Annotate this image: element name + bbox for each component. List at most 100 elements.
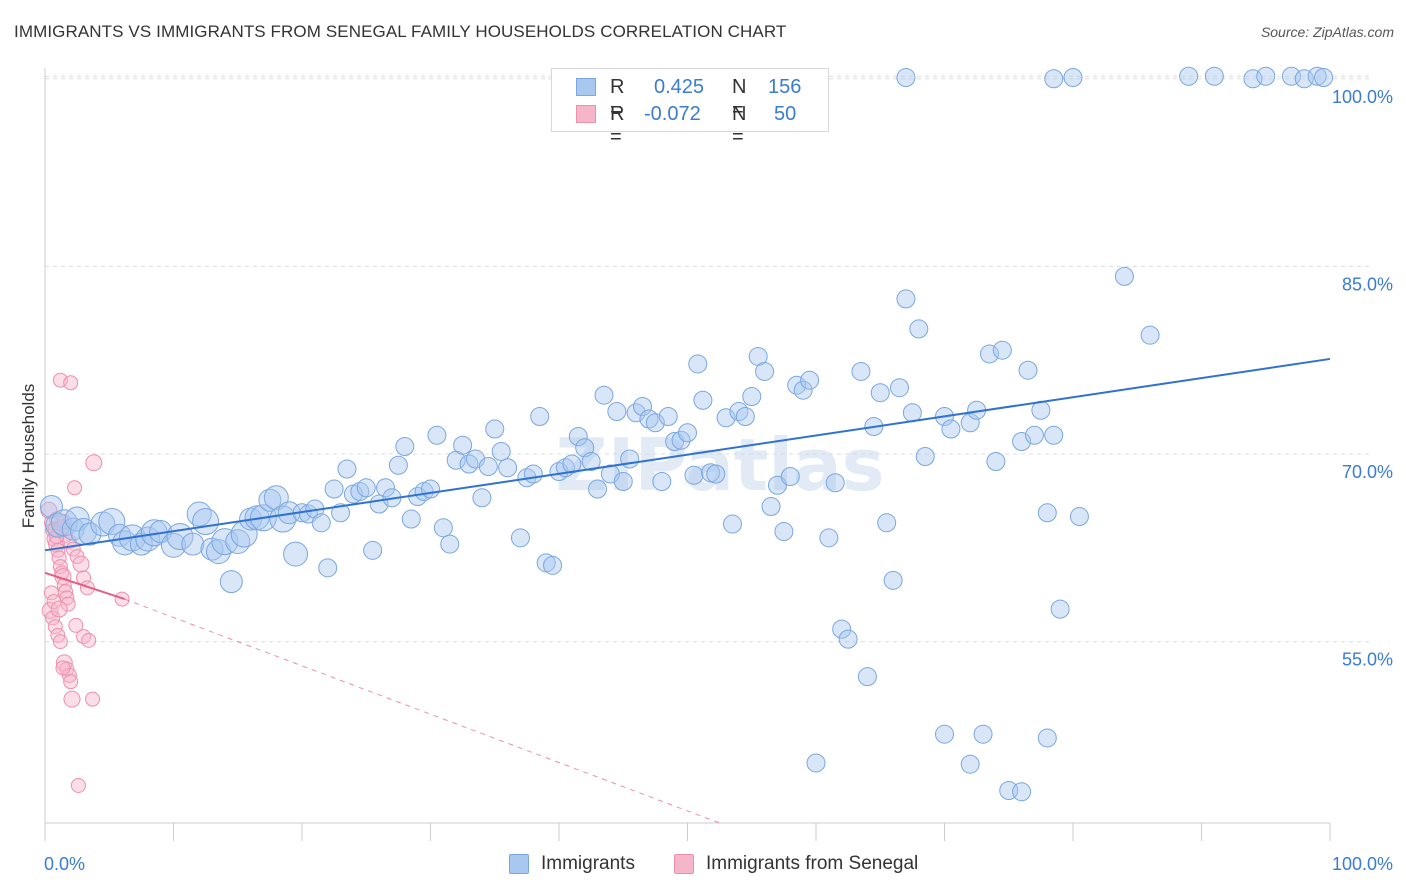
- immigrants-point: [902, 403, 922, 423]
- immigrants-point: [915, 447, 935, 467]
- immigrants-point: [472, 488, 492, 508]
- gridlines: [45, 75, 1370, 643]
- immigrants-point: [1314, 68, 1334, 88]
- senegal-point: [60, 596, 76, 612]
- r-label: R =: [610, 76, 625, 121]
- immigrants-point: [594, 385, 614, 405]
- immigrants-point: [510, 528, 530, 548]
- immigrants-point: [639, 409, 659, 429]
- y-axis-label: Family Households: [19, 384, 38, 529]
- immigrants-point: [401, 509, 421, 529]
- immigrants-point: [1179, 66, 1199, 86]
- r-value: 0.425: [654, 76, 705, 98]
- immigrants-point: [909, 319, 929, 339]
- immigrants-point: [491, 442, 511, 462]
- immigrants-point: [877, 513, 897, 533]
- immigrants-point: [979, 344, 999, 364]
- immigrants-point: [1044, 425, 1064, 445]
- senegal-point: [63, 690, 81, 708]
- senegal-point: [50, 600, 68, 618]
- senegal-point: [47, 619, 63, 635]
- immigrants-point: [324, 479, 344, 499]
- senegal-point: [85, 454, 103, 472]
- immigrants-point: [890, 378, 910, 398]
- chart-source: Source: ZipAtlas.com: [1260, 24, 1394, 40]
- immigrants-point: [1018, 360, 1038, 380]
- immigrants-point: [960, 754, 980, 774]
- immigrants-point: [530, 406, 550, 426]
- immigrants-point: [706, 464, 726, 484]
- immigrants-point: [819, 528, 839, 548]
- immigrants-point: [395, 437, 415, 457]
- n-label: N =: [732, 76, 747, 121]
- immigrants-point: [1044, 69, 1064, 89]
- chart-title: IMMIGRANTS VS IMMIGRANTS FROM SENEGAL FA…: [14, 22, 787, 41]
- immigrants-point: [693, 390, 713, 410]
- immigrants-point: [613, 472, 633, 492]
- immigrants-point: [838, 629, 858, 649]
- immigrants-point: [941, 419, 961, 439]
- immigrants-point: [388, 455, 408, 475]
- immigrants-point: [652, 472, 672, 492]
- immigrants-point: [1069, 507, 1089, 527]
- stats-legend: R = 0.425 N = 156 R = -0.072 N = 50: [551, 68, 829, 148]
- immigrants-point: [283, 541, 309, 567]
- immigrants-point: [581, 452, 601, 472]
- immigrants-point: [1204, 66, 1224, 86]
- immigrants-point: [219, 570, 243, 594]
- immigrants-point: [787, 375, 807, 395]
- immigrants-point: [800, 370, 820, 390]
- immigrants-point: [722, 514, 742, 534]
- immigrants-point: [543, 555, 563, 575]
- x-tick-label-start: 0.0%: [44, 854, 85, 874]
- immigrants-point: [98, 508, 126, 536]
- immigrants-point: [1037, 503, 1057, 523]
- r-value: -0.072: [644, 103, 701, 125]
- immigrants-point: [1063, 68, 1083, 88]
- immigrants-point: [331, 503, 351, 523]
- immigrants-point: [568, 426, 588, 446]
- immigrants-point: [851, 361, 871, 381]
- immigrants-point: [440, 534, 460, 554]
- immigrants-point: [498, 458, 518, 478]
- immigrants-point: [671, 430, 691, 450]
- immigrants-point: [658, 406, 678, 426]
- immigrants-point: [774, 522, 794, 542]
- senegal-legend-label: Immigrants from Senegal: [706, 853, 919, 874]
- immigrants-point: [678, 423, 697, 443]
- y-tick-label: 85.0%: [1342, 274, 1393, 294]
- immigrants-point: [825, 473, 845, 493]
- r-label: R =: [610, 103, 625, 148]
- immigrants-point: [78, 522, 102, 546]
- senegal-point: [81, 632, 97, 648]
- senegal-point: [45, 610, 61, 626]
- x-tick-label-end: 100.0%: [1332, 854, 1393, 874]
- immigrants-point: [620, 449, 640, 469]
- immigrants-point: [192, 508, 220, 536]
- immigrants-point: [896, 68, 916, 88]
- immigrants-point: [688, 354, 708, 374]
- immigrants-swatch: [576, 78, 596, 96]
- immigrants-point: [633, 396, 653, 416]
- immigrants-point: [311, 513, 331, 533]
- immigrants-point: [1012, 782, 1032, 802]
- immigrants-point: [1050, 599, 1070, 619]
- immigrants-point: [356, 478, 376, 498]
- senegal-points: [40, 372, 130, 793]
- senegal-legend-swatch: [674, 854, 694, 874]
- senegal-point: [70, 777, 86, 793]
- immigrants-point: [735, 406, 755, 426]
- senegal-point: [67, 480, 83, 496]
- immigrants-legend-swatch: [509, 854, 529, 874]
- immigrants-point: [1114, 266, 1134, 286]
- immigrants-point: [350, 482, 370, 502]
- y-tick-label: 100.0%: [1332, 87, 1393, 107]
- immigrants-point: [433, 518, 453, 538]
- immigrants-point: [761, 497, 781, 517]
- senegal-point: [68, 617, 84, 633]
- y-tick-label: 70.0%: [1342, 462, 1393, 482]
- tick-labels: 55.0% 70.0% 85.0% 100.0% 0.0% 100.0%: [44, 87, 1393, 874]
- immigrants-point: [883, 570, 903, 590]
- immigrants-point: [960, 413, 980, 433]
- immigrants-point: [459, 454, 479, 474]
